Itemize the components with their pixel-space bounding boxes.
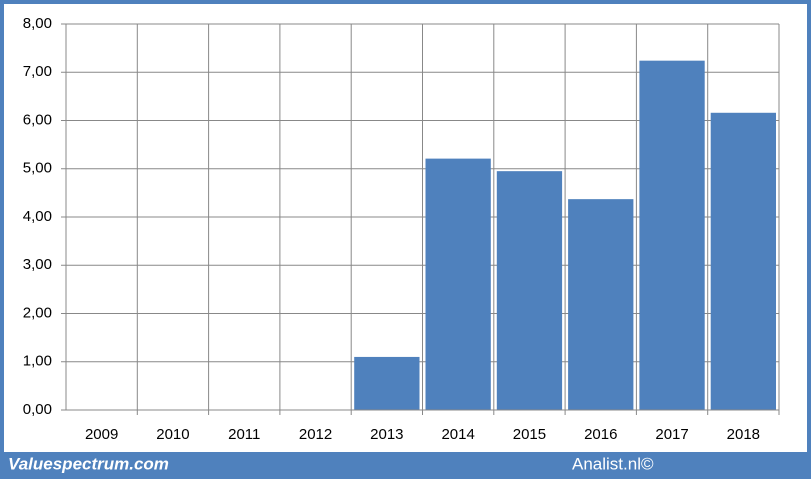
bar — [639, 60, 705, 411]
x-tick-label: 2013 — [370, 426, 403, 443]
x-tick-label: 2016 — [584, 426, 617, 443]
footer-right: Analist.nl© — [572, 454, 654, 473]
y-tick-label: 4,00 — [23, 208, 52, 225]
bar — [710, 112, 776, 410]
y-tick-label: 0,00 — [23, 401, 52, 418]
bar — [425, 158, 491, 410]
x-tick-label: 2017 — [655, 426, 688, 443]
y-tick-label: 5,00 — [23, 160, 52, 177]
y-tick-label: 7,00 — [23, 63, 52, 80]
footer-left: Valuespectrum.com — [8, 454, 169, 473]
y-tick-label: 1,00 — [23, 353, 52, 370]
x-tick-label: 2009 — [85, 426, 118, 443]
x-tick-label: 2014 — [441, 426, 474, 443]
bar — [568, 199, 634, 410]
x-tick-label: 2015 — [513, 426, 546, 443]
x-tick-label: 2010 — [156, 426, 189, 443]
x-tick-label: 2012 — [299, 426, 332, 443]
y-tick-label: 2,00 — [23, 304, 52, 321]
x-tick-label: 2011 — [228, 426, 260, 443]
y-tick-label: 3,00 — [23, 256, 52, 273]
y-tick-label: 6,00 — [23, 111, 52, 128]
x-tick-label: 2018 — [727, 426, 760, 443]
bar — [496, 171, 563, 410]
y-tick-label: 8,00 — [23, 15, 52, 32]
bar — [354, 356, 420, 410]
